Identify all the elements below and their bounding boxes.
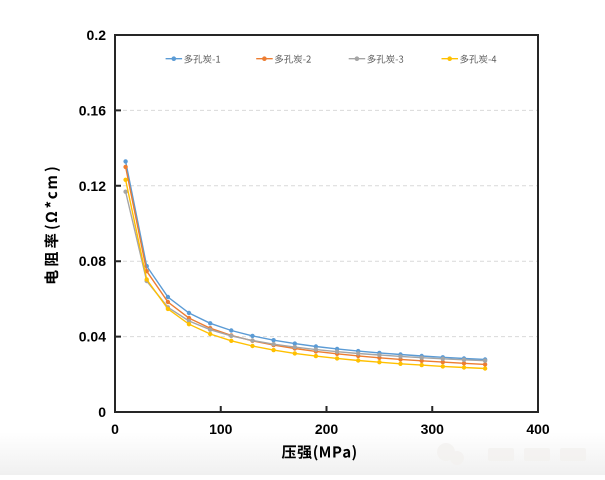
svg-text:100: 100 [209, 421, 233, 437]
svg-text:200: 200 [315, 421, 339, 437]
svg-text:0: 0 [111, 421, 119, 437]
svg-text:400: 400 [526, 421, 550, 437]
svg-text:0.04: 0.04 [79, 329, 106, 345]
svg-text:300: 300 [421, 421, 445, 437]
svg-text:0.12: 0.12 [79, 178, 106, 194]
svg-text:0.16: 0.16 [79, 102, 106, 118]
svg-text:0.2: 0.2 [87, 27, 107, 43]
svg-text:0.08: 0.08 [79, 253, 106, 269]
svg-text:0: 0 [98, 404, 106, 420]
